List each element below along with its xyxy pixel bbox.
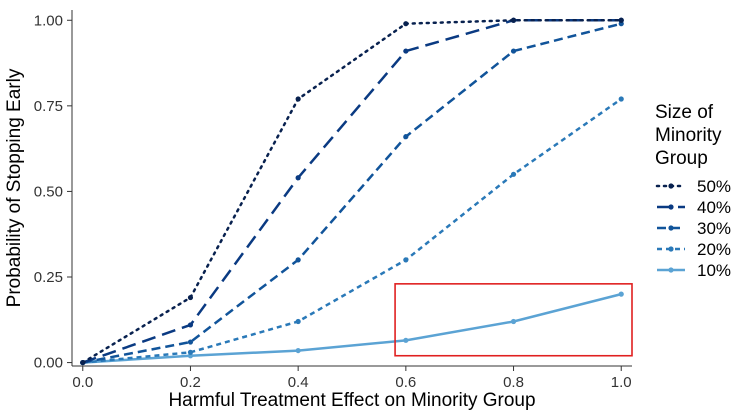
y-tick-label: 1.00	[34, 12, 63, 29]
data-point	[187, 294, 194, 301]
data-point	[295, 175, 301, 181]
data-point	[295, 257, 301, 263]
legend-title: Minority	[655, 125, 722, 146]
x-axis-title: Harmful Treatment Effect on Minority Gro…	[168, 390, 535, 411]
axes	[71, 10, 632, 367]
x-tick-label: 0.0	[72, 374, 93, 391]
data-point	[295, 318, 301, 325]
y-tick-label: 0.75	[34, 98, 63, 115]
y-axis-ticks: 0.00 0.25 0.50 0.75 1.00	[34, 12, 72, 372]
legend-title: Group	[655, 148, 708, 169]
legend-marker	[668, 246, 674, 252]
data-point	[618, 96, 624, 102]
data-point	[187, 322, 194, 328]
annotation-layer	[394, 283, 633, 357]
legend-label: 50%	[697, 177, 731, 196]
series-line	[82, 292, 622, 364]
legend-label: 20%	[697, 240, 731, 259]
data-point	[403, 21, 409, 27]
series-line	[82, 19, 622, 364]
legend-marker	[668, 183, 674, 189]
legend-label: 40%	[697, 198, 731, 217]
series-50pct	[80, 17, 624, 366]
legend-marker	[668, 267, 674, 273]
legend-label: 30%	[697, 219, 731, 238]
data-point	[510, 48, 517, 54]
series-line	[81, 19, 623, 364]
x-axis-ticks: 0.0 0.2 0.4 0.6 0.8 1.0	[72, 366, 632, 391]
series-layer	[80, 17, 624, 366]
series-line	[82, 22, 622, 364]
x-tick-label: 1.0	[611, 374, 632, 391]
data-point	[510, 171, 517, 177]
data-point	[403, 337, 409, 343]
data-point	[187, 339, 194, 345]
series-line	[82, 97, 622, 364]
x-tick-label: 0.6	[395, 374, 416, 391]
legend-item: 50%	[655, 177, 731, 196]
legend-item: 40%	[657, 198, 731, 217]
data-point	[295, 96, 301, 102]
legend-item: 30%	[657, 219, 731, 238]
y-tick-label: 0.00	[34, 355, 63, 372]
x-tick-label: 0.2	[180, 374, 201, 391]
legend-marker	[668, 204, 674, 210]
legend-item: 10%	[657, 261, 731, 280]
data-point	[80, 359, 86, 366]
legend-marker	[668, 225, 674, 231]
data-point	[187, 349, 194, 355]
y-axis-title: Probability of Stopping Early	[4, 68, 25, 307]
legend-title: Size of	[655, 102, 714, 123]
data-point	[510, 318, 517, 325]
y-tick-label: 0.50	[34, 183, 63, 200]
x-tick-label: 0.8	[503, 374, 524, 391]
data-point	[295, 347, 301, 354]
highlight-box	[394, 283, 633, 357]
data-point	[403, 134, 409, 140]
series-10pct	[80, 291, 624, 366]
data-point	[618, 291, 624, 297]
x-tick-label: 0.4	[288, 374, 309, 391]
data-point	[618, 17, 624, 23]
y-tick-label: 0.25	[34, 269, 63, 286]
legend-item: 20%	[657, 240, 731, 259]
data-point	[510, 17, 517, 23]
series-20pct	[80, 96, 624, 366]
legend-label: 10%	[697, 261, 731, 280]
data-point	[403, 48, 409, 54]
data-point	[403, 257, 409, 263]
